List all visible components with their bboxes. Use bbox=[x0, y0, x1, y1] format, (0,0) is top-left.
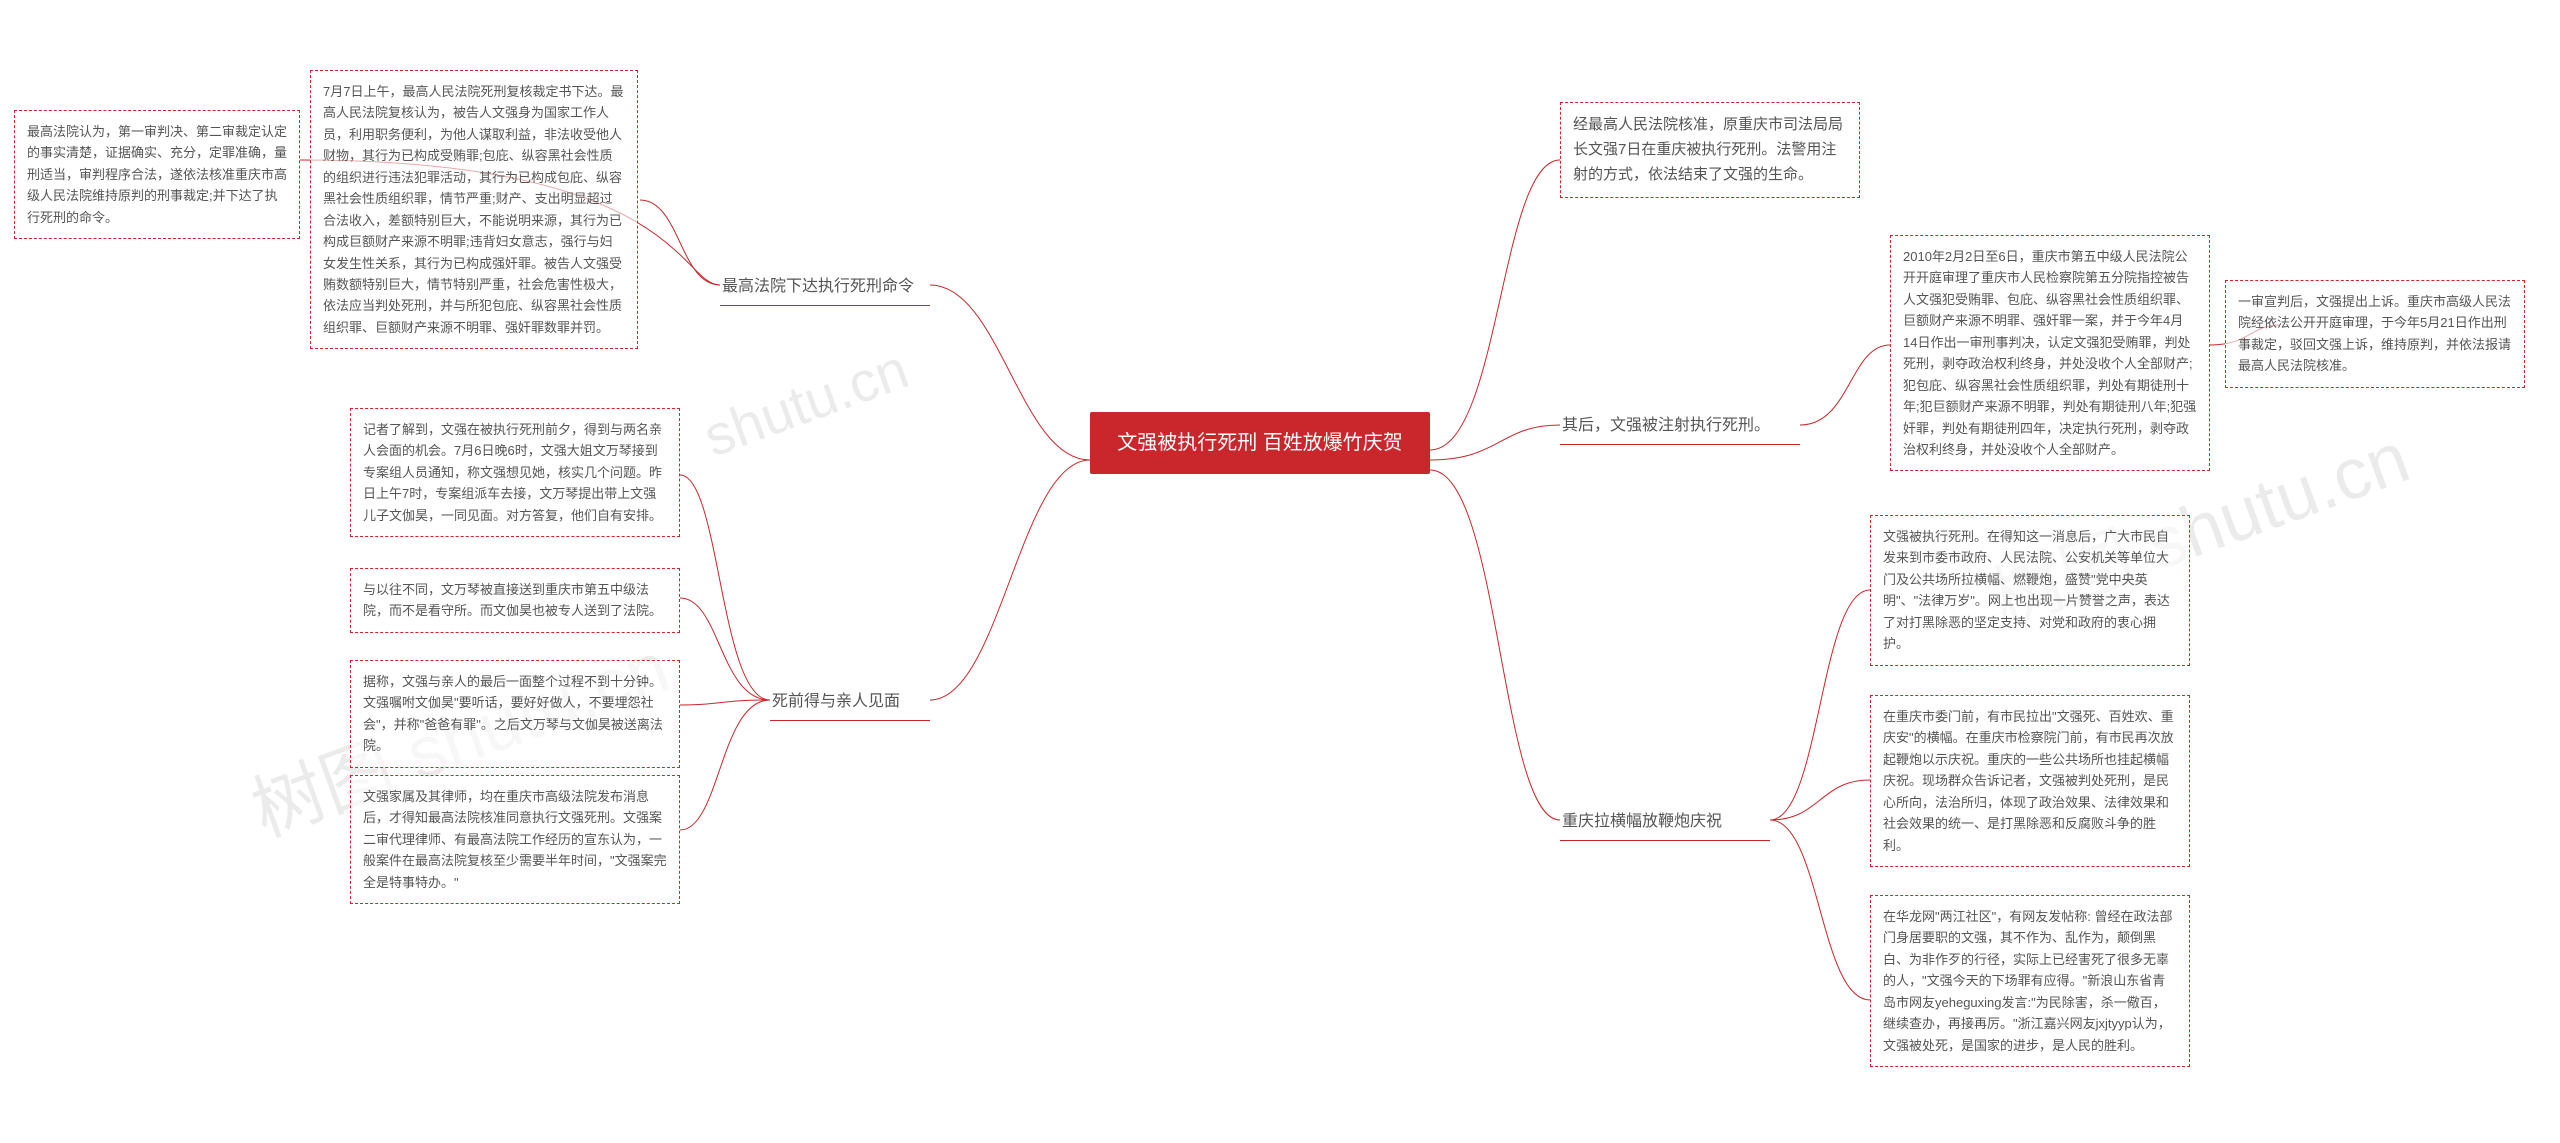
leaf-execution-summary: 经最高人民法院核准，原重庆市司法局局长文强7日在重庆被执行死刑。法警用注射的方式… bbox=[1560, 102, 1860, 198]
center-node: 文强被执行死刑 百姓放爆竹庆贺 bbox=[1090, 412, 1430, 474]
watermark-mid: shutu.cn bbox=[695, 336, 916, 469]
leaf-court-approval: 最高法院认为，第一审判决、第二审裁定认定的事实清楚，证据确实、充分，定罪准确，量… bbox=[14, 110, 300, 239]
leaf-family-b: 与以往不同，文万琴被直接送到重庆市第五中级法院，而不是看守所。而文伽昊也被专人送… bbox=[350, 568, 680, 633]
branch-injection-execution: 其后，文强被注射执行死刑。 bbox=[1560, 408, 1800, 445]
leaf-family-a: 记者了解到，文强在被执行死刑前夕，得到与两名亲人会面的机会。7月6日晚6时，文强… bbox=[350, 408, 680, 537]
leaf-celebration-c: 在华龙网"两江社区"，有网友发帖称: 曾经在政法部门身居要职的文强，其不作为、乱… bbox=[1870, 895, 2190, 1067]
branch-celebration: 重庆拉横幅放鞭炮庆祝 bbox=[1560, 804, 1770, 841]
branch-family-meeting: 死前得与亲人见面 bbox=[770, 684, 930, 721]
leaf-celebration-b: 在重庆市委门前，有市民拉出"文强死、百姓欢、重庆安"的横幅。在重庆市检察院门前，… bbox=[1870, 695, 2190, 867]
leaf-family-c: 据称，文强与亲人的最后一面整个过程不到十分钟。文强嘱咐文伽昊"要听话，要好好做人… bbox=[350, 660, 680, 768]
leaf-trial-detail: 2010年2月2日至6日，重庆市第五中级人民法院公开开庭审理了重庆市人民检察院第… bbox=[1890, 235, 2210, 471]
leaf-family-d: 文强家属及其律师，均在重庆市高级法院发布消息后，才得知最高法院核准同意执行文强死… bbox=[350, 775, 680, 904]
leaf-court-detail: 7月7日上午，最高人民法院死刑复核裁定书下达。最高人民法院复核认为，被告人文强身… bbox=[310, 70, 638, 349]
leaf-celebration-a: 文强被执行死刑。在得知这一消息后，广大市民自发来到市委市政府、人民法院、公安机关… bbox=[1870, 515, 2190, 666]
leaf-appeal-detail: 一审宣判后，文强提出上诉。重庆市高级人民法院经依法公开开庭审理，于今年5月21日… bbox=[2225, 280, 2525, 388]
branch-highest-court-order: 最高法院下达执行死刑命令 bbox=[720, 269, 930, 306]
